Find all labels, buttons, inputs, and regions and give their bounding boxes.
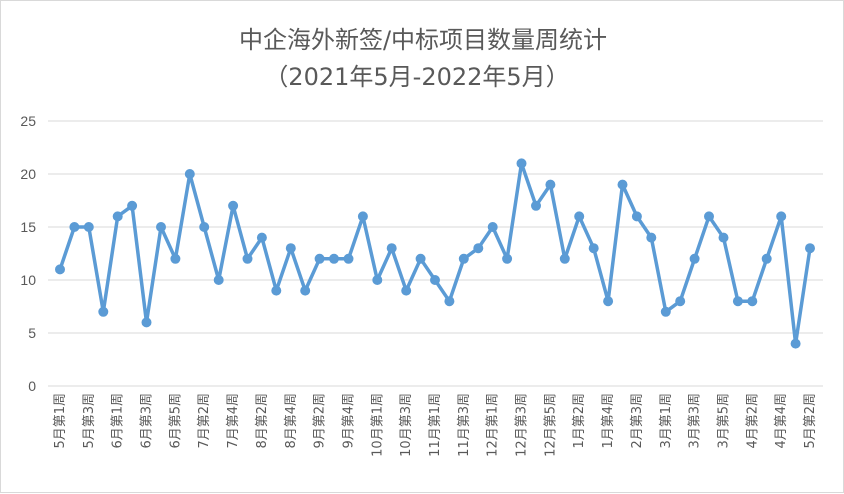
- x-tick-label: 1月第2周: [572, 393, 587, 449]
- x-tick-label: 3月第5周: [716, 393, 731, 449]
- data-point: [473, 243, 484, 254]
- data-point: [430, 275, 440, 285]
- data-point: [285, 243, 296, 254]
- y-tick-label: 0: [28, 378, 36, 394]
- data-point: [747, 296, 758, 307]
- chart-subtitle: （2021年5月-2022年5月）: [264, 63, 569, 91]
- data-point: [805, 243, 815, 254]
- data-point: [127, 200, 138, 211]
- data-point: [156, 222, 166, 232]
- x-tick-label: 7月第4周: [226, 393, 241, 449]
- data-point: [458, 253, 469, 264]
- data-point: [256, 232, 267, 243]
- chart-title: 中企海外新签/中标项目数量周统计: [239, 26, 607, 54]
- data-point: [242, 253, 253, 264]
- data-point: [689, 253, 700, 264]
- data-point: [617, 179, 628, 190]
- data-point: [170, 253, 181, 264]
- data-point: [69, 222, 80, 232]
- x-tick-label: 12月第5周: [543, 393, 558, 457]
- data-point: [545, 179, 556, 190]
- data-point: [574, 211, 585, 222]
- x-tick-label: 6月第5周: [168, 393, 183, 449]
- data-point: [357, 211, 368, 222]
- x-tick-label: 3月第1周: [659, 393, 674, 449]
- x-tick-label: 4月第4周: [774, 393, 789, 449]
- data-point: [98, 306, 109, 317]
- series-line: [58, 161, 812, 346]
- data-point: [588, 243, 599, 254]
- data-point: [704, 211, 714, 222]
- x-tick-label: 2月第3周: [630, 393, 645, 449]
- data-point: [199, 222, 210, 232]
- data-point: [776, 211, 787, 222]
- data-point: [141, 317, 152, 328]
- y-tick-label: 15: [20, 219, 36, 235]
- data-point: [314, 253, 325, 264]
- x-tick-label: 4月第2周: [745, 393, 760, 449]
- x-tick-label: 9月第4周: [341, 393, 356, 449]
- x-tick-label: 5月第3周: [82, 393, 97, 449]
- x-tick-label: 11月第1周: [428, 393, 443, 457]
- data-point: [631, 211, 642, 222]
- data-point: [213, 275, 224, 285]
- data-point: [300, 285, 311, 296]
- x-tick-label: 8月第4周: [284, 393, 299, 449]
- data-point: [271, 285, 282, 296]
- y-axis-ticks: 0 5 10 15 20 25: [20, 113, 36, 394]
- data-point: [343, 253, 354, 264]
- data-point: [401, 285, 412, 296]
- data-point: [761, 253, 772, 264]
- data-point: [603, 296, 614, 307]
- x-tick-label: 5月第2周: [803, 393, 818, 449]
- data-point: [444, 296, 455, 307]
- x-tick-label: 8月第2周: [255, 393, 270, 449]
- y-tick-label: 25: [20, 113, 36, 129]
- x-tick-label: 5月第1周: [53, 393, 68, 449]
- x-tick-label: 6月第1周: [111, 393, 126, 449]
- data-point: [790, 338, 801, 349]
- x-tick-label: 6月第3周: [140, 393, 155, 449]
- data-point: [184, 169, 195, 179]
- data-point: [718, 232, 729, 243]
- x-axis-ticks: 5月第1周 5月第3周 6月第1周 6月第3周 6月第5周 7月第2周 7月第4周 8月第2周…: [53, 393, 818, 457]
- y-tick-label: 5: [28, 325, 36, 341]
- data-point: [228, 200, 239, 211]
- data-point: [559, 253, 570, 264]
- y-tick-label: 10: [20, 272, 36, 288]
- x-tick-label: 1月第4周: [601, 393, 616, 449]
- x-tick-label: 10月第3周: [399, 393, 414, 457]
- x-tick-label: 12月第3周: [515, 393, 530, 457]
- series-layer: [55, 158, 815, 349]
- x-tick-label: 3月第3周: [688, 393, 703, 449]
- data-point: [372, 275, 383, 285]
- data-point: [415, 253, 426, 264]
- data-point: [646, 232, 657, 243]
- x-tick-label: 7月第2周: [197, 393, 212, 449]
- data-point: [83, 222, 94, 232]
- data-point: [386, 243, 397, 254]
- x-tick-label: 9月第2周: [313, 393, 328, 449]
- data-point: [660, 306, 671, 317]
- x-tick-label: 12月第1周: [486, 393, 501, 457]
- grid-lines: [48, 120, 823, 387]
- data-point: [675, 296, 686, 307]
- y-tick-label: 20: [20, 166, 36, 182]
- x-tick-label: 10月第1周: [370, 393, 385, 457]
- x-tick-label: 11月第3周: [457, 393, 472, 457]
- data-point: [487, 222, 498, 232]
- data-point: [502, 253, 513, 264]
- data-point: [112, 211, 123, 222]
- data-point: [55, 264, 65, 275]
- data-point: [531, 200, 541, 211]
- data-point: [329, 253, 339, 264]
- data-point: [516, 158, 527, 169]
- data-point: [732, 296, 743, 307]
